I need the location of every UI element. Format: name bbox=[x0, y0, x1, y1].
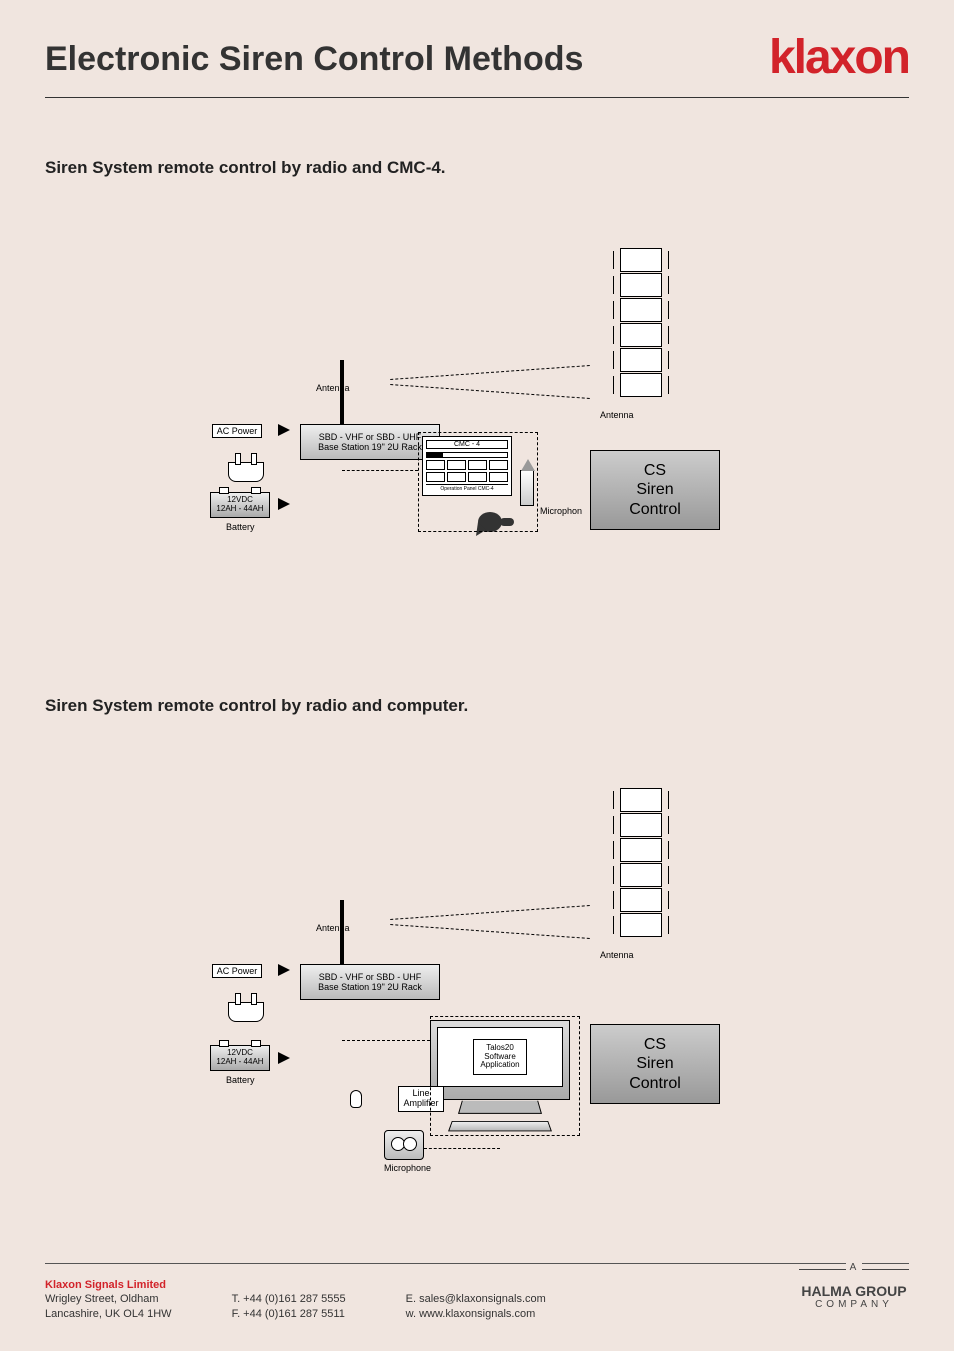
battery-icon: 12VDC 12AH - 44AH bbox=[210, 1045, 270, 1071]
tel-line: T. +44 (0)161 287 5555 bbox=[232, 1292, 346, 1306]
arrow-icon bbox=[278, 424, 290, 436]
diagram-2: Antenna Antenna CS Siren Control SBD - V… bbox=[180, 780, 780, 1160]
cs-siren-control-box: CS Siren Control bbox=[590, 1024, 720, 1104]
page-footer: Klaxon Signals Limited Wrigley Street, O… bbox=[45, 1263, 909, 1321]
antenna-label: Antenna bbox=[316, 383, 350, 393]
fax-line: F. +44 (0)161 287 5511 bbox=[232, 1307, 346, 1321]
footer-phone-block: T. +44 (0)161 287 5555 F. +44 (0)161 287… bbox=[232, 1278, 346, 1321]
page-header: Electronic Siren Control Methods klaxon bbox=[45, 40, 909, 98]
battery-label: Battery bbox=[226, 1075, 255, 1085]
arrow-icon bbox=[278, 964, 290, 976]
base-station-line1: SBD - VHF or SBD - UHF bbox=[319, 432, 422, 442]
halma-sub: COMPANY bbox=[799, 1299, 909, 1310]
cs-siren-label: CS Siren Control bbox=[629, 461, 681, 519]
section-1-title: Siren System remote control by radio and… bbox=[45, 158, 446, 178]
brand-logo: klaxon bbox=[769, 30, 909, 85]
dashed-frame bbox=[418, 432, 538, 532]
radio-wave-icon bbox=[390, 912, 590, 932]
dashed-frame bbox=[430, 1016, 580, 1136]
plug-icon bbox=[228, 1002, 264, 1022]
cs-siren-control-box: CS Siren Control bbox=[590, 450, 720, 530]
siren-tower-icon bbox=[620, 788, 662, 938]
cs-siren-label: CS Siren Control bbox=[629, 1035, 681, 1093]
addr-line1: Wrigley Street, Oldham bbox=[45, 1292, 172, 1306]
microphone-label: Microphon bbox=[540, 506, 582, 516]
microphone-label-2: Microphone bbox=[384, 1163, 431, 1173]
desk-microphone-icon bbox=[384, 1130, 424, 1160]
antenna-label-2: Antenna bbox=[600, 410, 634, 420]
base-station-line2: Base Station 19" 2U Rack bbox=[318, 442, 422, 452]
battery-icon: 12VDC 12AH - 44AH bbox=[210, 492, 270, 518]
base-station-line2: Base Station 19" 2U Rack bbox=[318, 982, 422, 992]
footer-web-block: E. sales@klaxonsignals.com w. www.klaxon… bbox=[406, 1278, 546, 1321]
arrow-icon-2 bbox=[278, 1052, 290, 1064]
company-name: Klaxon Signals Limited bbox=[45, 1278, 172, 1292]
arrow-icon-2 bbox=[278, 498, 290, 510]
battery-line2: 12AH - 44AH bbox=[211, 505, 269, 514]
halma-name: HALMA GROUP bbox=[799, 1283, 909, 1299]
mouse-icon bbox=[350, 1090, 362, 1108]
dashed-connector bbox=[342, 470, 418, 471]
web-line: w. www.klaxonsignals.com bbox=[406, 1307, 546, 1321]
addr-line2: Lancashire, UK OL4 1HW bbox=[45, 1307, 172, 1321]
ac-power-label: AC Power bbox=[212, 424, 262, 438]
footer-row: Klaxon Signals Limited Wrigley Street, O… bbox=[45, 1278, 909, 1321]
dashed-connector bbox=[342, 1040, 430, 1041]
plug-icon bbox=[228, 462, 264, 482]
antenna-label: Antenna bbox=[316, 923, 350, 933]
antenna-label-2: Antenna bbox=[600, 950, 634, 960]
halma-logo: A HALMA GROUP COMPANY bbox=[799, 1269, 909, 1310]
ac-power-label: AC Power bbox=[212, 964, 262, 978]
siren-tower-icon bbox=[620, 248, 662, 398]
footer-rule bbox=[45, 1263, 909, 1264]
section-2-title: Siren System remote control by radio and… bbox=[45, 696, 468, 716]
email-line: E. sales@klaxonsignals.com bbox=[406, 1292, 546, 1306]
base-station-line1: SBD - VHF or SBD - UHF bbox=[319, 972, 422, 982]
halma-a: A bbox=[846, 1262, 863, 1273]
battery-label: Battery bbox=[226, 522, 255, 532]
radio-wave-icon bbox=[390, 372, 590, 392]
dashed-connector-2 bbox=[424, 1148, 500, 1149]
diagram-1: Antenna Antenna CS Siren Control SBD - V… bbox=[180, 240, 780, 540]
base-station-box: SBD - VHF or SBD - UHF Base Station 19" … bbox=[300, 964, 440, 1000]
battery-line2: 12AH - 44AH bbox=[211, 1058, 269, 1067]
footer-address-block: Klaxon Signals Limited Wrigley Street, O… bbox=[45, 1278, 172, 1321]
